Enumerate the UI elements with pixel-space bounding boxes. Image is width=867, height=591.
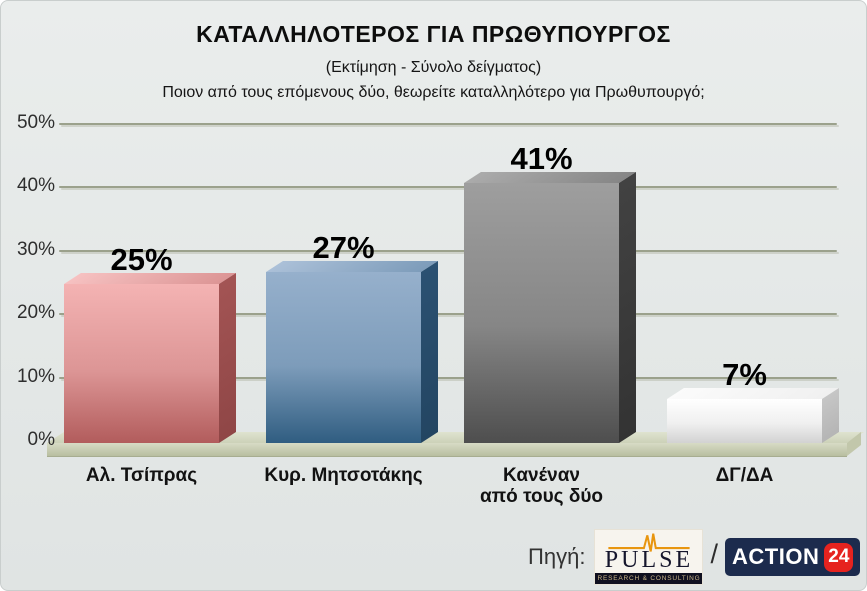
ytick-10: 10% <box>16 365 55 387</box>
gridline-10 <box>59 376 837 379</box>
bar-front-face <box>64 284 219 443</box>
bar-3 <box>464 171 636 443</box>
chart-floor-front <box>47 443 847 457</box>
action24-logo: ACTION 24 <box>725 538 861 576</box>
bar-front-face <box>667 398 822 443</box>
chart-question: Ποιον από τους επόμενους δύο, θεωρείτε κ… <box>162 84 705 101</box>
pulse-logo: PULSE RESEARCH & CONSULTING <box>594 529 704 585</box>
bar-4 <box>667 387 839 443</box>
bar-2 <box>266 260 438 443</box>
bar-value-label-4: 7% <box>722 356 767 392</box>
bar-side-face <box>619 171 636 443</box>
gridline-20 <box>59 313 837 315</box>
chart-subtitle: (Εκτίμηση - Σύνολο δείγματος) <box>325 59 542 76</box>
ytick-20: 20% <box>16 302 55 323</box>
source-label: Πηγή: <box>528 544 586 569</box>
category-label-4: ΔΓ/ΔΑ <box>715 465 774 486</box>
bar-value-label-1: 25% <box>110 242 173 278</box>
gridline-40 <box>59 186 837 188</box>
ytick-40: 40% <box>16 175 55 196</box>
ytick-50: 50% <box>16 111 55 133</box>
pulse-tagline: RESEARCH & CONSULTING <box>595 573 703 584</box>
bar-value-label-3: 41% <box>510 140 573 176</box>
bar-value-label-2: 27% <box>312 229 375 265</box>
gridline-30 <box>59 249 837 252</box>
gridline-50 <box>59 122 837 125</box>
ytick-30: 30% <box>16 238 55 260</box>
category-label-3: Κανέναν από τους δύο <box>479 465 604 507</box>
ytick-0: 0% <box>27 429 55 450</box>
chart-title: ΚΑΤΑΛΛΗΛΟΤΕΡΟΣ ΓΙΑ ΠΡΩΘΥΠΟΥΡΓΟΣ <box>196 21 671 47</box>
bar-side-face <box>219 273 236 443</box>
pulse-wordmark: PULSE <box>604 547 694 573</box>
bar-front-face <box>266 271 421 443</box>
source-separator: / <box>710 538 718 569</box>
bar-1 <box>64 273 236 443</box>
action24-wordmark: ACTION <box>732 544 820 569</box>
action24-badge: 24 <box>824 542 854 572</box>
bar-side-face <box>421 260 438 443</box>
source-row: Πηγή: PULSE RESEARCH & CONSULTING / ACTI… <box>528 525 861 589</box>
pulse-heartbeat-icon <box>608 533 690 552</box>
category-label-1: Αλ. Τσίπρας <box>85 465 198 486</box>
category-label-2: Κυρ. Μητσοτάκης <box>264 465 423 486</box>
bar-front-face <box>464 182 619 443</box>
